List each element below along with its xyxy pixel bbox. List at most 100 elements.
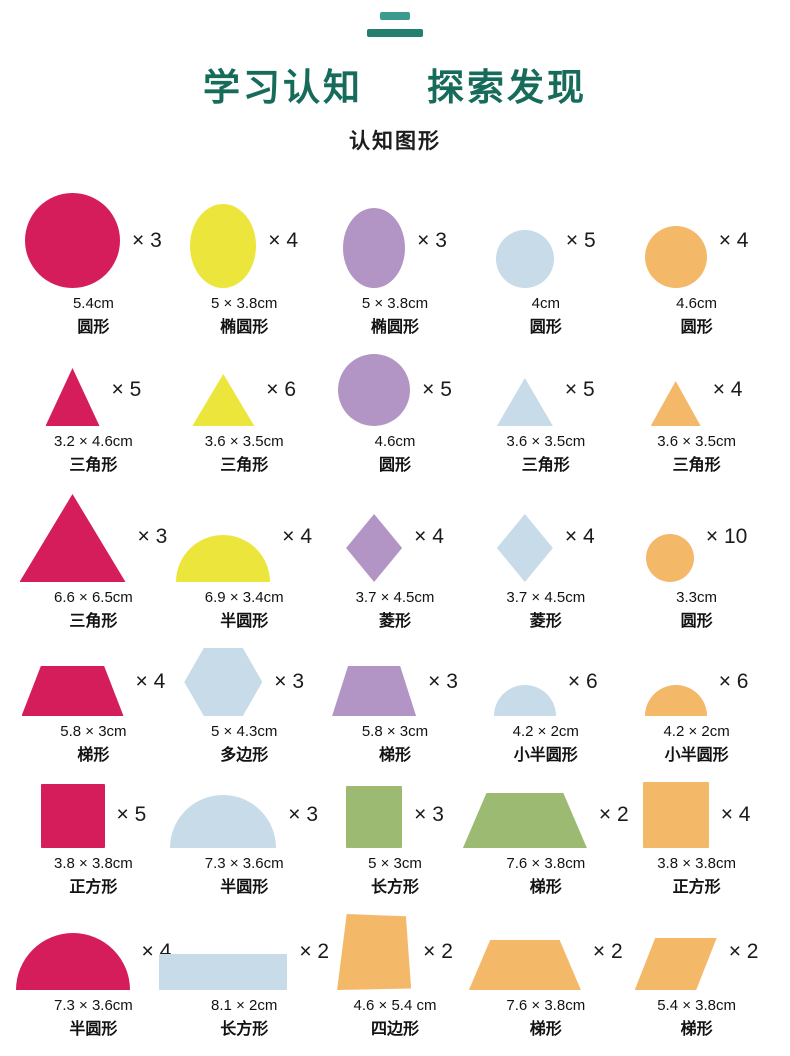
shape-label: 椭圆形 — [370, 319, 419, 336]
shape-item: × 4 4.6cm 圆形 — [621, 193, 772, 338]
shape-and-count: × 3 — [320, 782, 471, 848]
shape-dimension: 4.6 × 5.4 cm — [353, 997, 437, 1014]
header-decoration — [18, 12, 772, 37]
shape-dimension: 4.6cm — [374, 433, 416, 450]
shape-dimension: 7.3 × 3.6cm — [204, 855, 284, 872]
shape-and-count: × 6 — [169, 354, 320, 426]
shape-dimension: 3.6 × 3.5cm — [204, 433, 284, 450]
shape-count: × 4 — [268, 228, 299, 252]
rect-shape — [159, 954, 288, 990]
shape-and-count: × 4 — [18, 648, 169, 716]
shape-label: 小半圆形 — [513, 747, 578, 764]
rect-shape — [346, 786, 403, 848]
shape-dimension: 3.6 × 3.5cm — [506, 433, 586, 450]
shape-count: × 4 — [282, 525, 313, 548]
shape-label: 四边形 — [370, 1021, 419, 1038]
shape-count: × 6 — [567, 670, 598, 693]
shape-and-count: × 3 — [320, 648, 471, 716]
shape-label: 梯形 — [529, 1021, 562, 1038]
circle-shape — [645, 534, 694, 582]
shape-count: × 5 — [565, 228, 596, 252]
shape-count: × 5 — [564, 378, 595, 401]
shape-item: × 4 3.6 × 3.5cm 三角形 — [621, 354, 772, 476]
shape-and-count: × 4 — [169, 193, 320, 288]
quad-shape — [337, 914, 412, 990]
shape-count: × 2 — [592, 940, 623, 963]
shape-count: × 2 — [423, 940, 453, 963]
shape-and-count: × 6 — [621, 648, 772, 716]
semicircle-shape — [170, 795, 277, 848]
shape-label: 长方形 — [220, 1021, 269, 1038]
title-left: 学习认知 — [203, 67, 363, 108]
shape-label: 圆形 — [680, 319, 713, 336]
shape-item: × 2 4.6 × 5.4 cm 四边形 — [320, 914, 471, 1040]
page-title: 学习认知 探索发现 — [18, 57, 772, 111]
shapes-row: × 5 3.2 × 4.6cm 三角形 × 6 3.6 × 3.5cm 三角形 × 5 4.6… — [18, 354, 772, 476]
shape-and-count: × 5 — [18, 782, 169, 848]
shape-label: 三角形 — [672, 457, 721, 474]
shape-count: × 2 — [728, 940, 759, 963]
shape-and-count: × 6 — [470, 648, 621, 716]
shape-dimension: 8.1 × 2cm — [211, 997, 278, 1014]
shape-count: × 5 — [116, 803, 147, 826]
shape-and-count: × 4 — [320, 492, 471, 582]
shape-item: × 3 5.4cm 圆形 — [18, 193, 169, 338]
shape-and-count: × 2 — [621, 914, 772, 990]
shape-and-count: × 2 — [462, 782, 629, 848]
shape-dimension: 4cm — [531, 295, 560, 312]
shape-count: × 4 — [564, 525, 595, 548]
shape-and-count: × 3 — [169, 782, 320, 848]
shape-label: 长方形 — [370, 879, 419, 896]
shape-item: × 3 5 × 4.3cm 多边形 — [169, 648, 320, 766]
shape-label: 三角形 — [521, 457, 570, 474]
shape-count: × 4 — [712, 378, 743, 401]
shape-item: × 5 3.6 × 3.5cm 三角形 — [470, 354, 621, 476]
shape-item: × 5 4cm 圆形 — [470, 193, 621, 338]
trapezoid-shape — [332, 666, 417, 716]
shape-label: 圆形 — [77, 319, 110, 336]
shape-dimension: 3.8 × 3.8cm — [54, 855, 133, 872]
shape-count: × 6 — [266, 378, 297, 401]
shape-and-count: × 5 — [18, 354, 169, 426]
shape-dimension: 5.8 × 3cm — [361, 723, 429, 740]
shape-item: × 4 5.8 × 3cm 梯形 — [18, 648, 169, 766]
triangle-shape — [19, 494, 126, 582]
shapes-row: × 3 5.4cm 圆形 × 4 5 × 3.8cm 椭圆形 × 3 5 × 3.8cm 椭圆形… — [18, 193, 772, 338]
shape-count: × 3 — [137, 525, 168, 548]
shape-label: 三角形 — [220, 457, 269, 474]
circle-shape — [495, 230, 554, 288]
shape-count: × 2 — [299, 940, 330, 963]
trapezoid-shape — [468, 940, 581, 990]
shape-dimension: 4.6cm — [676, 295, 718, 312]
shape-item: × 2 7.6 × 3.8cm 梯形 — [468, 914, 623, 1040]
shape-and-count: × 5 — [320, 354, 471, 426]
shape-and-count: × 2 — [159, 914, 329, 990]
diamond-shape — [346, 514, 403, 582]
shape-count: × 5 — [422, 378, 452, 401]
page-subtitle: 认知图形 — [349, 130, 441, 153]
shape-dimension: 3.2 × 4.6cm — [54, 433, 133, 450]
shape-item: × 3 6.6 × 6.5cm 三角形 — [18, 492, 169, 632]
shape-and-count: × 3 — [169, 648, 320, 716]
shape-item: × 2 8.1 × 2cm 长方形 — [159, 914, 329, 1040]
parallelogram-shape — [634, 938, 717, 990]
shape-and-count: × 3 — [18, 492, 169, 582]
shape-label: 半圆形 — [220, 879, 269, 896]
shape-and-count: × 4 — [621, 782, 772, 848]
shape-dimension: 3.7 × 4.5cm — [506, 589, 586, 606]
shape-item: × 10 3.3cm 圆形 — [621, 492, 772, 632]
shape-dimension: 5 × 3cm — [368, 855, 422, 872]
ellipse-shape — [343, 208, 406, 288]
shape-and-count: × 4 — [169, 492, 320, 582]
shape-label: 多边形 — [220, 747, 269, 764]
shape-dimension: 3.3cm — [676, 589, 718, 606]
shape-label: 圆形 — [529, 319, 562, 336]
shape-count: × 4 — [135, 670, 166, 693]
shape-dimension: 6.6 × 6.5cm — [54, 589, 133, 606]
shape-and-count: × 2 — [468, 914, 623, 990]
triangle-shape — [45, 368, 100, 426]
shape-dimension: 3.7 × 4.5cm — [355, 589, 435, 606]
diamond-shape — [496, 514, 553, 582]
shape-label: 菱形 — [378, 613, 411, 630]
